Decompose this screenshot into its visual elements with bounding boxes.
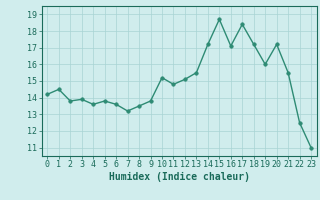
X-axis label: Humidex (Indice chaleur): Humidex (Indice chaleur) xyxy=(109,172,250,182)
